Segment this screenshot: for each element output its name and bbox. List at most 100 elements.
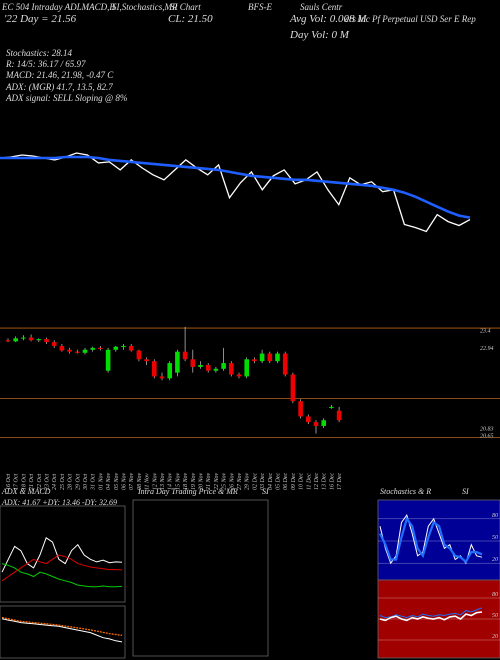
y-tick-label: 50 — [492, 613, 498, 619]
candle-body — [244, 359, 249, 377]
x-tick-label: 16 Oct — [6, 474, 12, 490]
y-tick-label: 23.4 — [480, 328, 491, 335]
panel-title: ADX & MACD — [1, 487, 51, 496]
candle-body — [152, 361, 157, 377]
x-tick-label: 18 Nov — [183, 472, 189, 490]
candle-body — [282, 353, 288, 375]
candle-body — [67, 349, 72, 352]
x-tick-label: 04 Dec — [267, 473, 274, 490]
x-tick-label: 18 Oct — [21, 474, 27, 490]
x-tick-label: 28 Oct — [68, 474, 74, 490]
y-tick-label: 20 — [492, 557, 498, 563]
candle-body — [144, 359, 149, 362]
candle-body — [13, 338, 18, 342]
series-line — [1, 618, 123, 643]
series-line — [1, 537, 123, 573]
candle-body — [321, 420, 326, 426]
indicator: Stochastics: 28.14 — [6, 48, 72, 58]
candle-body — [28, 337, 34, 341]
x-tick-label: 26 Nov — [229, 472, 235, 490]
panel — [132, 499, 269, 657]
header-title: Sauls Centr — [300, 2, 343, 12]
x-tick-label: 17 Dec — [337, 473, 343, 490]
x-tick-label: 24 Oct — [51, 474, 58, 490]
panel-annotation: ADX: 41.67 +DY: 13.46 -DY: 32.69 — [1, 498, 117, 507]
candle-body — [190, 359, 196, 367]
candle-body — [105, 349, 111, 371]
panel-title: Stochastics & R — [380, 487, 431, 496]
candle-body — [259, 353, 265, 362]
y-tick-label: 50 — [492, 535, 498, 541]
candle-body — [213, 368, 219, 371]
x-tick-label: 21 Oct — [29, 474, 35, 490]
x-tick-label: 09 Dec — [291, 473, 297, 490]
header-title: ers Inc Pf Perpetual USD Ser E Rep — [345, 14, 476, 24]
y-tick-label: 20.65 — [480, 433, 494, 439]
candle-body — [298, 401, 303, 417]
x-tick-label: 12 Nov — [152, 472, 158, 490]
y-tick-label: 20.83 — [480, 427, 494, 433]
x-tick-label: 29 Oct — [75, 474, 81, 490]
series-line — [1, 563, 123, 588]
x-tick-label: 04 Nov — [105, 472, 112, 490]
x-tick-label: 11 Nov — [145, 473, 151, 490]
series-line — [379, 516, 483, 564]
x-tick-label: 31 Oct — [91, 474, 97, 491]
indicator: ADX: (MGR) 41.7, 13.5, 82.7 — [5, 82, 113, 92]
candle-body — [51, 342, 57, 346]
x-tick-label: 12 Dec — [314, 473, 320, 490]
y-tick-label: 80 — [492, 513, 498, 519]
candle-body — [198, 365, 203, 367]
x-tick-label: 10 Dec — [299, 473, 305, 490]
x-tick-label: 19 Nov — [191, 472, 197, 490]
x-tick-label: 21 Nov — [206, 472, 212, 490]
x-tick-label: 14 Nov — [167, 472, 174, 490]
x-tick-label: 23 Oct — [45, 474, 51, 490]
candle-body — [21, 337, 26, 339]
panel — [377, 499, 500, 581]
candle-body — [182, 351, 188, 360]
x-tick-label: 05 Nov — [114, 472, 120, 490]
candle-body — [306, 416, 311, 423]
panel — [0, 605, 126, 659]
x-tick-label: 11 Dec — [306, 473, 312, 490]
panel-title: SI — [262, 487, 269, 496]
x-tick-label: 30 Oct — [83, 474, 89, 491]
x-tick-label: 05 Dec — [276, 473, 282, 490]
candle-body — [90, 347, 95, 350]
x-tick-label: 08 Nov — [137, 472, 143, 490]
x-tick-label: 17 Oct — [14, 474, 20, 490]
candle-body — [290, 374, 296, 402]
candle-body — [59, 345, 65, 351]
candle-body — [136, 350, 142, 360]
x-tick-label: 03 Dec — [260, 473, 266, 490]
candle-body — [229, 363, 234, 375]
candle-body — [267, 353, 273, 362]
candle-body — [36, 339, 42, 341]
y-tick-label: 80 — [492, 592, 498, 598]
indicator: MACD: 21.46, 21.98, -0.47 C — [5, 70, 114, 80]
candle-body — [313, 422, 319, 426]
header-day: '22 Day = 21.56 — [4, 13, 77, 25]
candle-body — [44, 339, 49, 343]
header-day-vol: Day Vol: 0 M — [289, 29, 350, 41]
header-close: CL: 21.50 — [168, 13, 213, 25]
header-title: BFS-E — [248, 2, 272, 12]
candle-body — [205, 365, 211, 371]
header-avg-vol: Avg Vol: 0.008 M — [289, 13, 367, 25]
series-line — [379, 611, 483, 622]
y-tick-label: 22.94 — [480, 345, 494, 352]
candle-body — [221, 363, 226, 369]
y-tick-label: 20 — [492, 634, 498, 640]
x-tick-label: 07 Nov — [129, 472, 135, 490]
candle-body — [175, 351, 180, 373]
candle-body — [98, 347, 103, 349]
x-tick-label: 25 Oct — [60, 474, 66, 490]
x-tick-label: 01 Nov — [98, 472, 104, 490]
indicator: ADX signal: SELL Sloping @ 8% — [5, 93, 127, 103]
candle-body — [75, 351, 80, 353]
candle-body — [252, 359, 257, 362]
candle-body — [113, 346, 119, 350]
panel-title: SI — [462, 487, 469, 496]
